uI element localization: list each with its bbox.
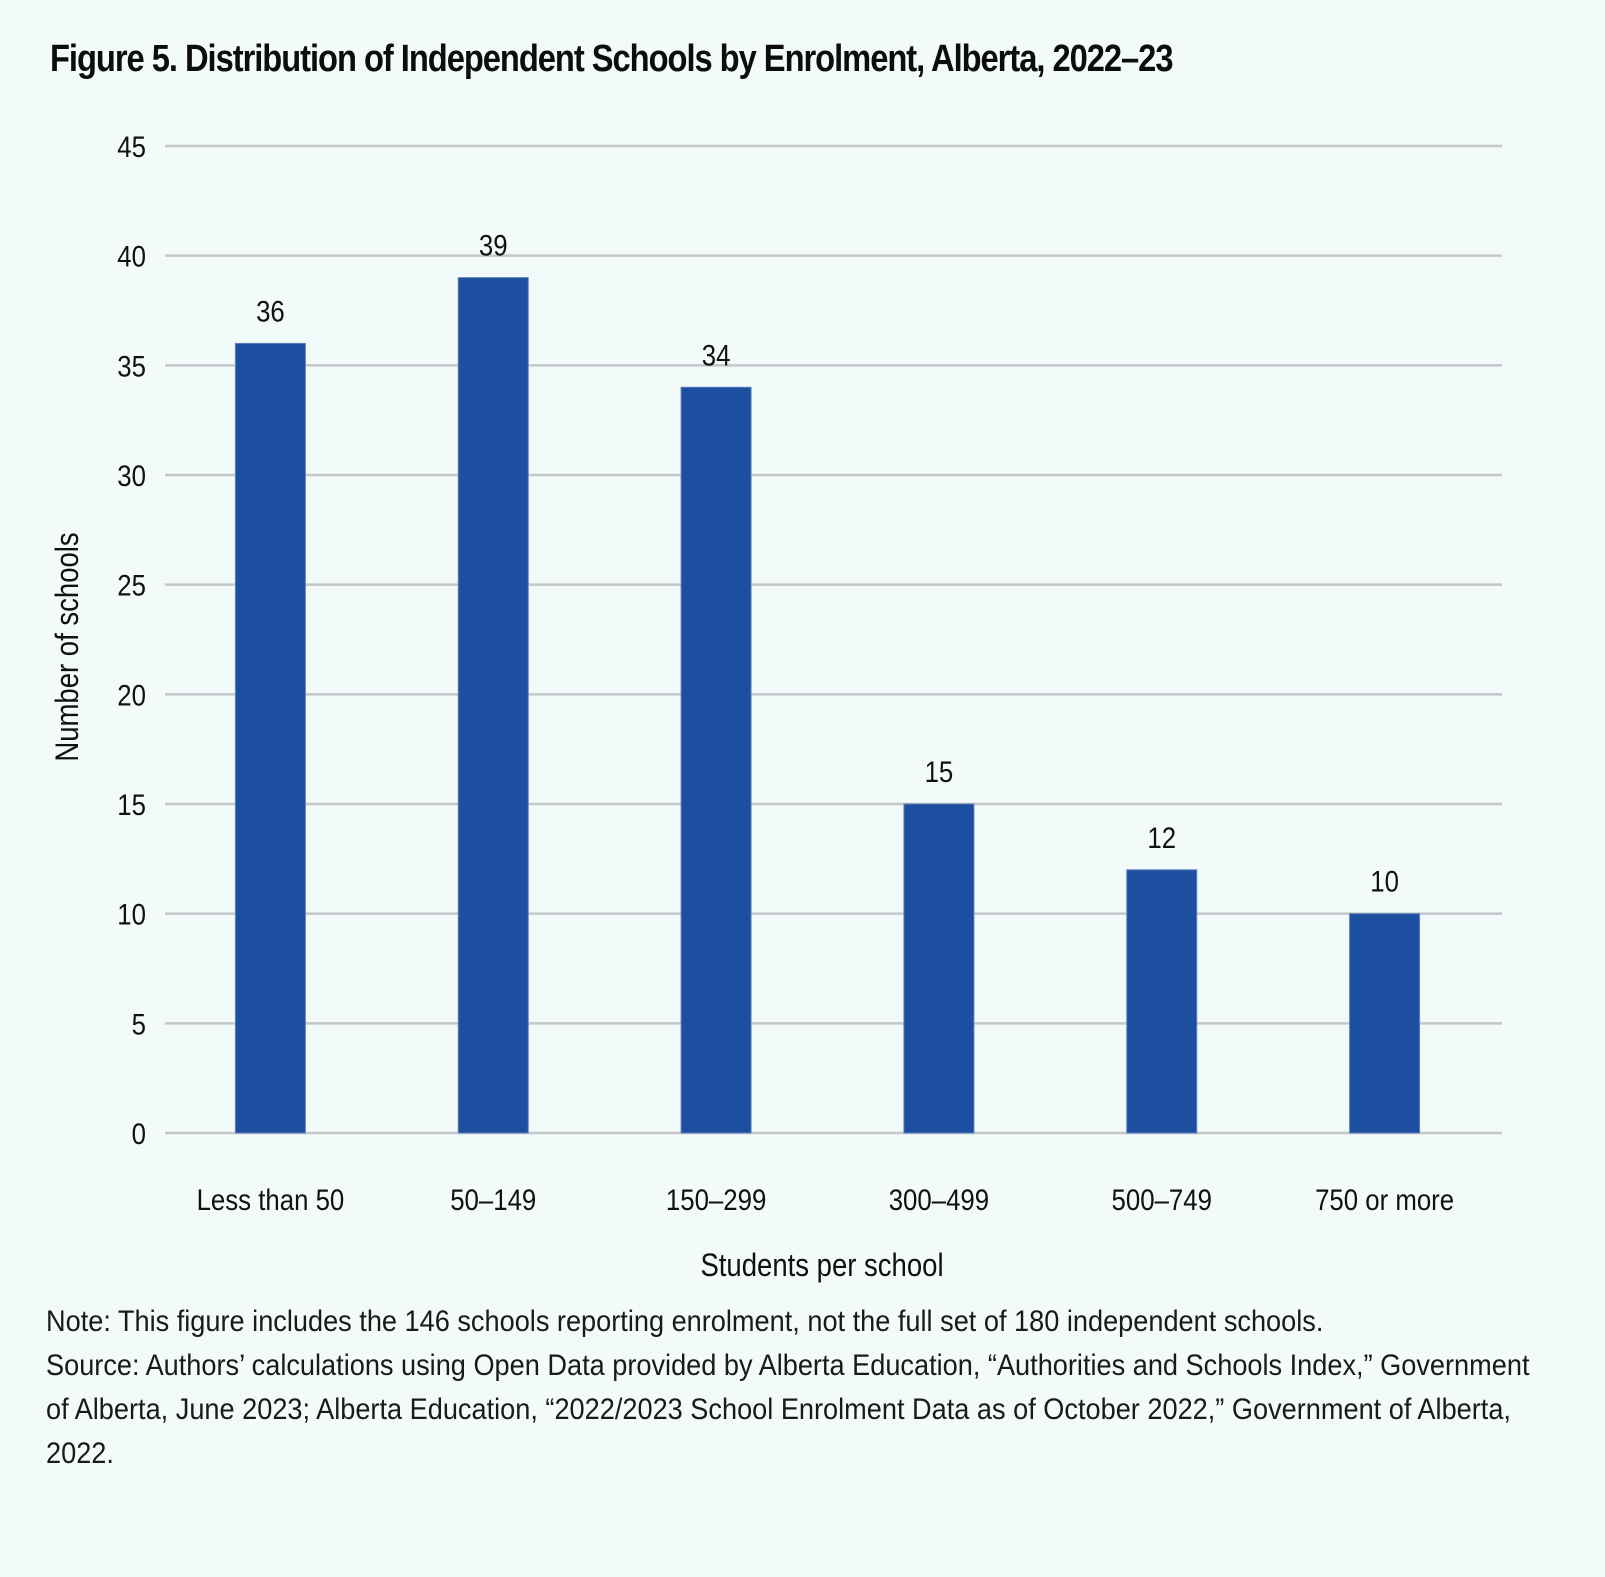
- note-text: Note: This figure includes the 146 schoo…: [46, 1305, 1324, 1338]
- bar: [903, 803, 975, 1134]
- y-tick-label: 30: [117, 459, 146, 492]
- data-labels: 36 39 34 15 12 10: [256, 229, 1399, 898]
- x-category-label: 750 or more: [1315, 1183, 1454, 1216]
- y-axis-ticks: 0 5 10 15 20 25 30 35 40 45: [117, 130, 146, 1150]
- x-category-label: 150–299: [666, 1183, 766, 1216]
- data-label: 15: [925, 755, 954, 788]
- bar: [457, 277, 529, 1134]
- data-label: 36: [256, 295, 285, 328]
- x-axis-title: Students per school: [700, 1248, 943, 1283]
- y-tick-label: 15: [117, 788, 146, 821]
- y-tick-label: 40: [117, 240, 146, 273]
- bars: [234, 277, 1421, 1134]
- bar: [1349, 913, 1421, 1134]
- gridlines: [165, 144, 1502, 1135]
- chart-title: Figure 5. Distribution of Independent Sc…: [50, 38, 1174, 80]
- y-tick-label: 45: [117, 130, 146, 163]
- x-category-label: 300–499: [889, 1183, 989, 1216]
- y-tick-label: 0: [132, 1117, 146, 1150]
- y-tick-label: 5: [132, 1008, 146, 1041]
- y-axis-title: Number of schools: [50, 532, 85, 761]
- bar: [234, 342, 306, 1134]
- y-tick-label: 10: [117, 898, 146, 931]
- y-tick-label: 20: [117, 679, 146, 712]
- data-label: 10: [1370, 865, 1399, 898]
- x-category-label: Less than 50: [197, 1183, 345, 1216]
- y-tick-label: 35: [117, 350, 146, 383]
- bar: [680, 386, 752, 1134]
- x-category-label: 500–749: [1112, 1183, 1212, 1216]
- bar-chart: 0 5 10 15 20 25 30 35 40 45 36 39 34 15 12 10 Less tha…: [50, 130, 1502, 1284]
- data-label: 34: [702, 338, 731, 371]
- source-text: Source: Authors’ calculations using Open…: [46, 1349, 1530, 1470]
- x-category-label: 50–149: [450, 1183, 536, 1216]
- data-label: 12: [1147, 821, 1176, 854]
- y-tick-label: 25: [117, 569, 146, 602]
- bar: [1126, 869, 1198, 1134]
- data-label: 39: [479, 229, 508, 262]
- x-axis-categories: Less than 50 50–149 150–299 300–499 500–749 7…: [197, 1183, 1455, 1216]
- figure-notes: Note: This figure includes the 146 schoo…: [46, 1300, 1546, 1476]
